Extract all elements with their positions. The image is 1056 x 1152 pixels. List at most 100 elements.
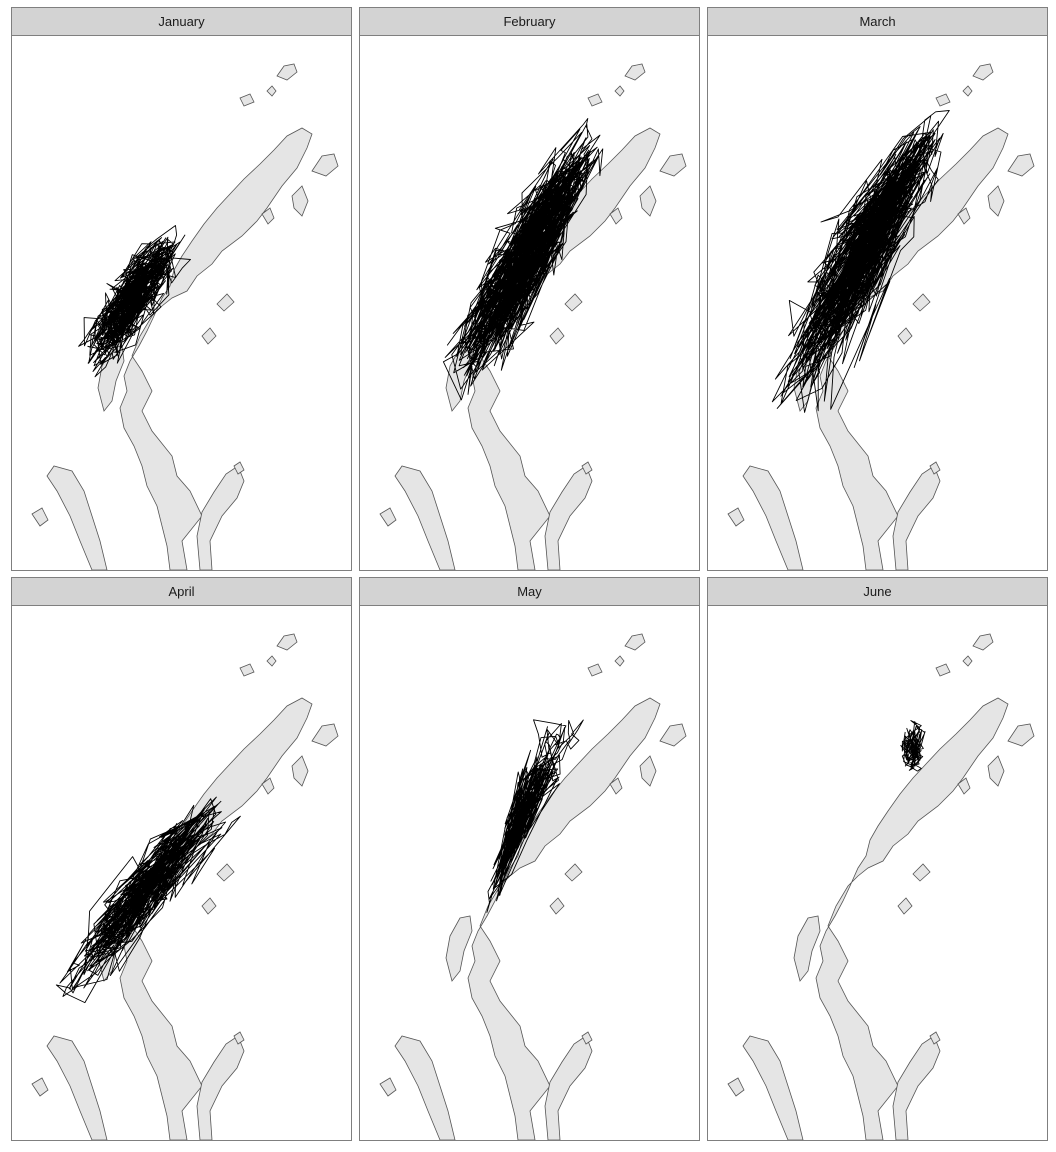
- landmass: [239, 663, 255, 677]
- movement-track: [900, 720, 926, 772]
- landmass: [892, 1035, 941, 1140]
- facet-strip-label: April: [12, 578, 351, 606]
- landmass: [1007, 723, 1035, 747]
- landmass: [639, 185, 657, 217]
- landmass: [957, 207, 971, 225]
- landmass: [201, 897, 217, 915]
- facet-april: April: [11, 577, 352, 1141]
- landmass: [742, 465, 804, 570]
- landmass-layer: [727, 63, 1035, 570]
- landmass: [815, 127, 1009, 570]
- landmass-layer: [31, 63, 339, 570]
- landmass: [912, 863, 931, 882]
- facet-strip-label: May: [360, 578, 699, 606]
- landmass: [639, 755, 657, 787]
- landmass: [614, 655, 625, 667]
- landmass: [544, 465, 593, 570]
- map-panel: [360, 606, 699, 1140]
- map-panel: [360, 36, 699, 570]
- movement-track: [55, 796, 241, 1004]
- landmass: [912, 293, 931, 312]
- landmass: [261, 207, 275, 225]
- facet-june: June: [707, 577, 1048, 1141]
- landmass: [987, 755, 1005, 787]
- landmass: [196, 1035, 245, 1140]
- landmass-layer: [379, 633, 687, 1140]
- facet-strip-label: January: [12, 8, 351, 36]
- landmass: [119, 697, 313, 1140]
- landmass: [962, 85, 973, 97]
- landmass: [467, 127, 661, 570]
- landmass: [581, 1031, 593, 1045]
- facet-strip-label: February: [360, 8, 699, 36]
- facet-may: May: [359, 577, 700, 1141]
- landmass: [233, 1031, 245, 1045]
- movement-track: [78, 225, 191, 378]
- landmass: [394, 1035, 456, 1140]
- landmass: [291, 755, 309, 787]
- landmass: [31, 1077, 49, 1097]
- landmass: [972, 633, 994, 651]
- map-canvas: [31, 63, 339, 570]
- landmass: [742, 1035, 804, 1140]
- landmass: [266, 655, 277, 667]
- landmass: [892, 465, 941, 570]
- landmass: [216, 293, 235, 312]
- landmass: [587, 93, 603, 107]
- facet-strip-label: March: [708, 8, 1047, 36]
- landmass: [276, 633, 298, 651]
- landmass: [957, 777, 971, 795]
- map-canvas: [727, 633, 1035, 1140]
- landmass: [614, 85, 625, 97]
- landmass: [239, 93, 255, 107]
- landmass-layer: [31, 633, 339, 1140]
- landmass: [276, 63, 298, 81]
- landmass: [119, 127, 313, 570]
- landmass: [962, 655, 973, 667]
- landmass: [544, 1035, 593, 1140]
- facet-january: January: [11, 7, 352, 571]
- landmass-layer: [727, 633, 1035, 1140]
- facet-march: March: [707, 7, 1048, 571]
- map-canvas: [31, 633, 339, 1140]
- map-panel: [708, 36, 1047, 570]
- landmass: [394, 465, 456, 570]
- map-panel: [12, 606, 351, 1140]
- landmass: [216, 863, 235, 882]
- landmass: [624, 633, 646, 651]
- landmass: [587, 663, 603, 677]
- landmass: [233, 461, 245, 475]
- movement-track: [442, 118, 604, 401]
- landmass: [379, 1077, 397, 1097]
- landmass: [659, 153, 687, 177]
- landmass: [815, 697, 1009, 1140]
- landmass: [727, 507, 745, 527]
- landmass: [467, 697, 661, 1140]
- landmass: [1007, 153, 1035, 177]
- landmass: [549, 327, 565, 345]
- landmass: [793, 915, 821, 982]
- map-canvas: [727, 63, 1035, 570]
- landmass: [549, 897, 565, 915]
- map-panel: [708, 606, 1047, 1140]
- landmass: [261, 777, 275, 795]
- landmass-layer: [379, 63, 687, 570]
- landmass: [609, 207, 623, 225]
- landmass: [564, 863, 583, 882]
- landmass: [291, 185, 309, 217]
- landmass: [46, 1035, 108, 1140]
- landmass: [935, 663, 951, 677]
- movement-track: [771, 110, 950, 413]
- landmass: [935, 93, 951, 107]
- landmass: [379, 507, 397, 527]
- landmass: [311, 723, 339, 747]
- landmass: [445, 915, 473, 982]
- facet-strip-label: June: [708, 578, 1047, 606]
- landmass: [31, 507, 49, 527]
- landmass: [897, 327, 913, 345]
- landmass: [46, 465, 108, 570]
- landmass: [266, 85, 277, 97]
- map-canvas: [379, 63, 687, 570]
- landmass: [201, 327, 217, 345]
- landmass: [727, 1077, 745, 1097]
